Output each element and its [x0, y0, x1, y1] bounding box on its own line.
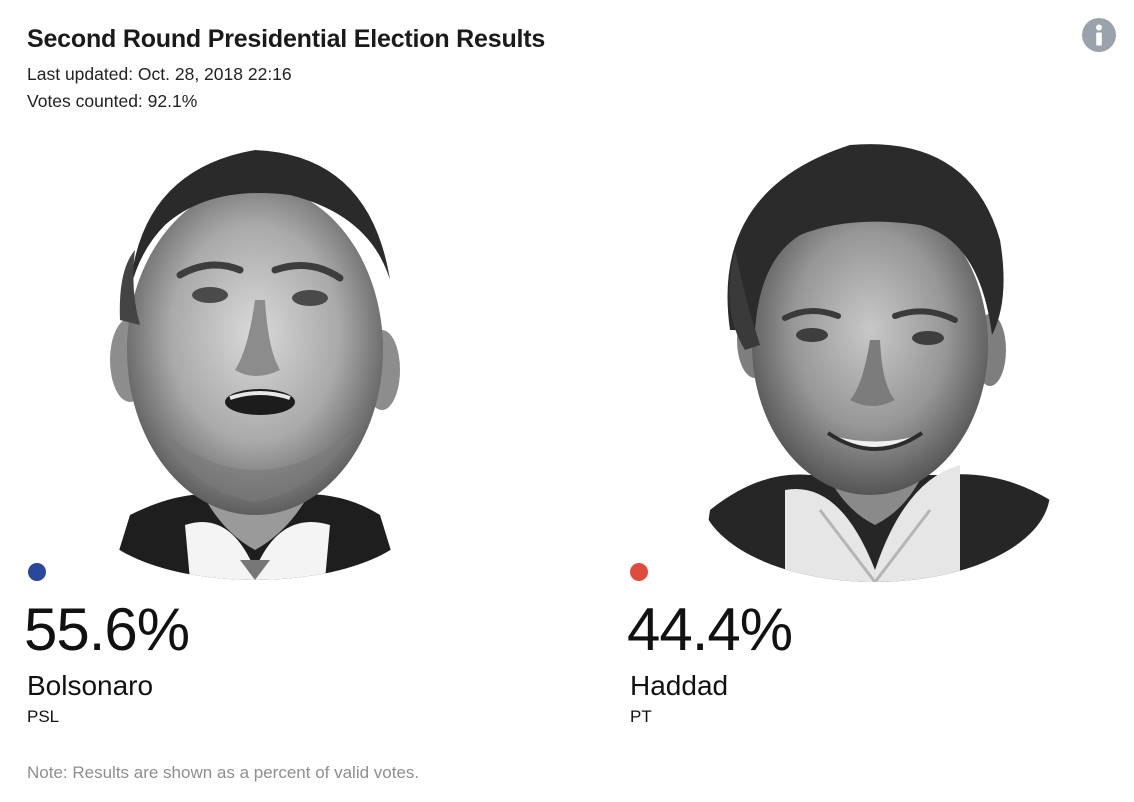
info-button[interactable]: [1082, 18, 1116, 52]
candidate-portrait-bolsonaro: [90, 130, 420, 580]
footnote: Note: Results are shown as a percent of …: [27, 763, 420, 782]
party-color-dot-bolsonaro: [28, 563, 46, 581]
party-color-dot-haddad: [630, 563, 648, 581]
votes-counted-text: Votes counted: 92.1%: [27, 91, 198, 111]
candidate-name-haddad: Haddad: [630, 670, 729, 701]
candidate-portrait-haddad: [700, 130, 1050, 582]
candidate-party-haddad: PT: [630, 707, 652, 726]
candidate-name-bolsonaro: Bolsonaro: [27, 670, 154, 701]
candidate-party-bolsonaro: PSL: [27, 707, 60, 726]
last-updated-text: Last updated: Oct. 28, 2018 22:16: [27, 64, 292, 84]
vote-percent-bolsonaro: 55.6%: [24, 596, 190, 663]
vote-percent-haddad: 44.4%: [627, 596, 793, 663]
chart-title: Second Round Presidential Election Resul…: [27, 25, 546, 53]
info-icon: [1096, 24, 1102, 46]
